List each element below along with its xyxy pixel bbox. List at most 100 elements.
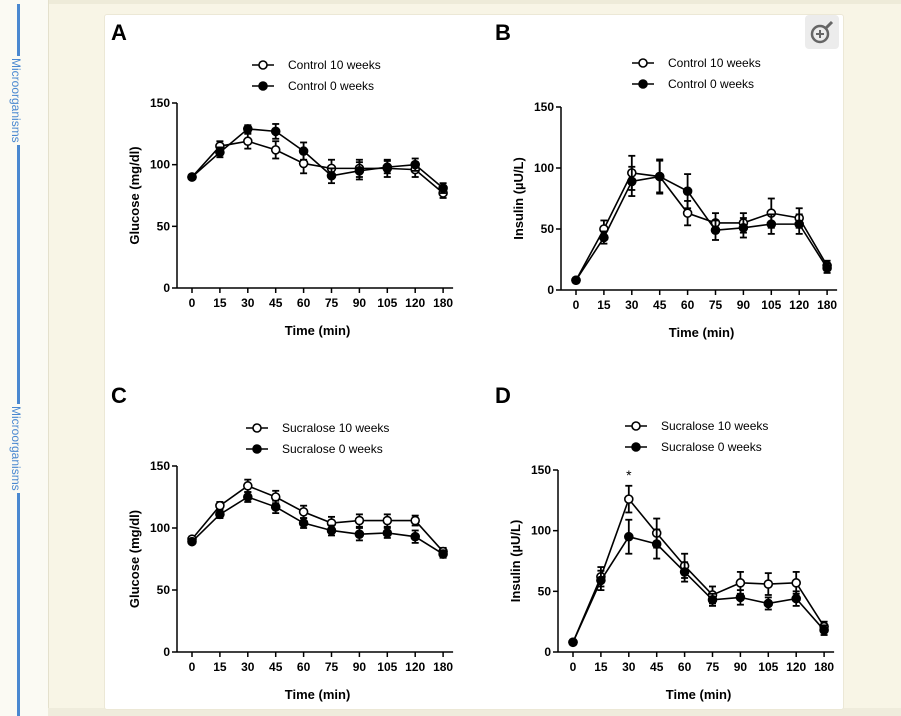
y-tick-label: 100: [150, 521, 170, 535]
data-point: [298, 146, 309, 156]
x-tick-label: 60: [297, 296, 311, 310]
x-tick-label: 30: [241, 660, 255, 674]
x-tick-label: 105: [761, 298, 781, 312]
zoom-in-button[interactable]: [805, 15, 839, 49]
legend-marker: [252, 423, 262, 433]
data-point: [791, 578, 802, 588]
data-point: [623, 531, 634, 542]
data-point: [382, 162, 393, 172]
x-tick-label: 90: [353, 296, 367, 310]
y-axis-label: Glucose (mg/dl): [127, 510, 142, 608]
data-point: [298, 507, 309, 517]
x-tick-label: 15: [213, 660, 227, 674]
data-point: [626, 176, 637, 187]
x-tick-label: 105: [377, 296, 397, 310]
x-tick-label: 90: [353, 660, 367, 674]
left-sidebar: Microorganisms Microorganisms: [0, 0, 49, 716]
data-point: [682, 208, 693, 218]
data-point: [354, 529, 365, 540]
x-tick-label: 45: [269, 660, 283, 674]
panel-letter: D: [495, 383, 511, 408]
legend-label: Control 0 weeks: [668, 77, 754, 91]
series-line: [191, 140, 444, 194]
series-line: [191, 128, 444, 189]
data-point: [791, 593, 802, 604]
data-point: [438, 549, 448, 559]
y-tick-label: 150: [150, 459, 170, 473]
figure-panel: [104, 14, 844, 710]
data-point: [382, 515, 393, 526]
x-tick-label: 75: [325, 296, 339, 310]
x-tick-label: 30: [625, 298, 639, 312]
x-tick-label: 0: [573, 298, 580, 312]
data-point: [763, 598, 774, 609]
y-tick-label: 100: [531, 524, 551, 538]
legend-label: Control 10 weeks: [288, 58, 381, 72]
legend-marker: [638, 79, 648, 89]
data-point: [654, 171, 665, 182]
data-point: [215, 509, 225, 520]
y-tick-label: 50: [541, 222, 555, 236]
panel-letter: B: [495, 20, 511, 45]
data-point: [270, 145, 281, 155]
data-point: [243, 481, 253, 491]
x-tick-label: 15: [594, 660, 608, 674]
x-tick-label: 0: [570, 660, 577, 674]
x-tick-label: 180: [817, 298, 837, 312]
x-tick-label: 75: [709, 298, 723, 312]
data-point: [822, 263, 832, 273]
x-tick-label: 180: [433, 660, 453, 674]
legend-marker: [631, 442, 641, 452]
data-point: [707, 595, 718, 605]
series-line: [575, 175, 828, 281]
panel-letter: C: [111, 383, 127, 408]
data-point: [819, 625, 829, 635]
legend-label: Sucralose 10 weeks: [661, 419, 768, 433]
x-tick-label: 105: [758, 660, 778, 674]
x-tick-label: 60: [297, 660, 311, 674]
data-point: [766, 219, 777, 229]
data-point: [326, 170, 337, 181]
y-tick-label: 150: [534, 100, 554, 114]
y-tick-label: 50: [157, 583, 171, 597]
sidebar-label-2[interactable]: Microorganisms: [9, 404, 23, 493]
y-tick-label: 50: [157, 219, 171, 233]
legend-label: Sucralose 10 weeks: [282, 421, 389, 435]
data-point: [763, 579, 774, 589]
x-tick-label: 45: [653, 298, 667, 312]
data-point: [326, 525, 337, 536]
x-tick-label: 75: [325, 660, 339, 674]
data-point: [410, 515, 421, 526]
panel-letter: A: [111, 20, 127, 45]
series-line: [191, 484, 444, 553]
legend-label: Sucralose 0 weeks: [661, 440, 762, 454]
legend-marker: [631, 421, 641, 431]
legend-marker: [258, 81, 268, 91]
x-tick-label: 0: [189, 660, 196, 674]
x-axis-label: Time (min): [669, 325, 735, 340]
x-tick-label: 30: [622, 660, 636, 674]
y-tick-label: 0: [547, 283, 554, 297]
x-tick-label: 75: [706, 660, 720, 674]
data-point: [682, 186, 693, 196]
x-tick-label: 15: [597, 298, 611, 312]
x-tick-label: 90: [737, 298, 751, 312]
data-point: [354, 515, 365, 526]
y-tick-label: 100: [534, 161, 554, 175]
data-point: [571, 275, 581, 286]
data-point: [438, 183, 448, 193]
y-axis-label: Glucose (mg/dl): [127, 146, 142, 244]
x-tick-label: 180: [433, 296, 453, 310]
series-line: [575, 172, 828, 281]
x-tick-label: 120: [786, 660, 806, 674]
legend-marker: [638, 58, 648, 68]
sidebar-label-1[interactable]: Microorganisms: [9, 56, 23, 145]
x-tick-label: 90: [734, 660, 748, 674]
x-tick-label: 60: [678, 660, 692, 674]
sidebar-rail-line: [17, 4, 20, 716]
chart-panel-d: D 0 50 100 150 0 15 30 45 60 75 90 105 120 180 Time (mi…: [495, 383, 834, 702]
legend-marker: [252, 444, 262, 454]
chart-panel-a: A 0 50 100 150 0 15 30 45 60 75 90 105 120 180 Time (mi…: [111, 20, 453, 338]
y-axis-label: Insulin (µU/L): [508, 520, 523, 603]
